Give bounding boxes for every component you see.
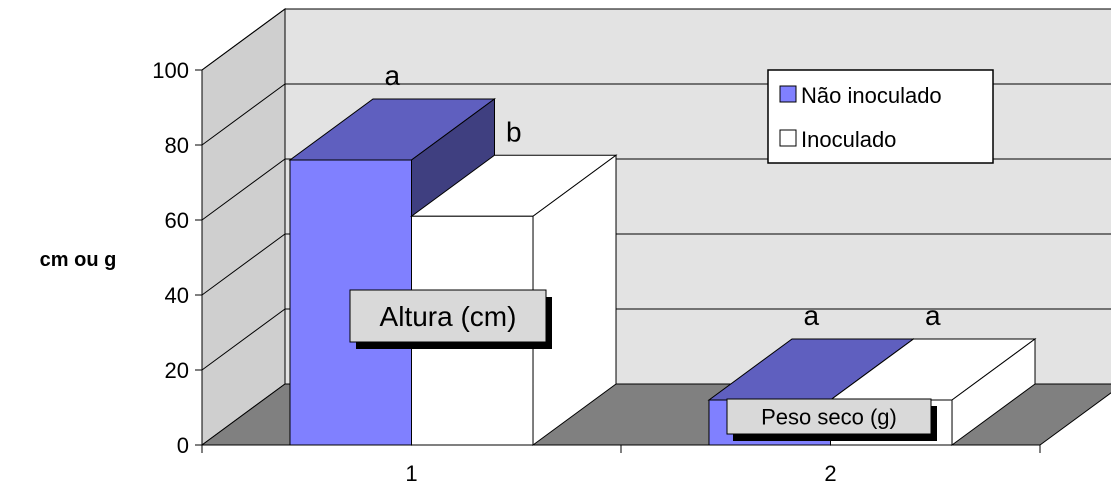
group-label: Peso seco (g) (761, 404, 897, 429)
y-axis-label: cm ou g (40, 249, 117, 271)
bars (288, 98, 1037, 446)
y-tick-label: 100 (152, 58, 189, 83)
legend-swatch-inoculado (779, 129, 797, 147)
group-label-box (349, 289, 547, 343)
group-label-box (726, 398, 932, 435)
data-label-letter: a (803, 300, 819, 331)
x-tick-label: 1 (405, 461, 417, 486)
y-tick-label: 0 (177, 433, 189, 458)
legend: Não inoculado Inoculado (767, 69, 994, 164)
legend-label-inoculado: Inoculado (801, 127, 896, 152)
legend-swatch-nao-inoculado (779, 85, 797, 103)
data-label-letter: a (925, 300, 941, 331)
legend-box (767, 69, 994, 164)
data-label-letter: b (506, 116, 522, 147)
legend-label-nao-inoculado: Não inoculado (801, 83, 942, 108)
significance-letters: a b a a (384, 60, 941, 331)
gridline (201, 8, 1111, 71)
axes: 0 20 40 60 80 100 1 2 (152, 58, 1041, 486)
y-tick-label: 80 (165, 133, 189, 158)
y-tick-label: 20 (165, 358, 189, 383)
group-label: Altura (cm) (380, 301, 517, 332)
gridline (201, 233, 1111, 296)
x-tick-label: 2 (824, 461, 836, 486)
gridline (201, 308, 1111, 371)
side-wall (201, 8, 286, 446)
y-tick-label: 40 (165, 283, 189, 308)
y-tick-label: 60 (165, 208, 189, 233)
group-labels: Altura (cm) Peso seco (g) (349, 289, 937, 441)
data-label-letter: a (384, 60, 400, 91)
